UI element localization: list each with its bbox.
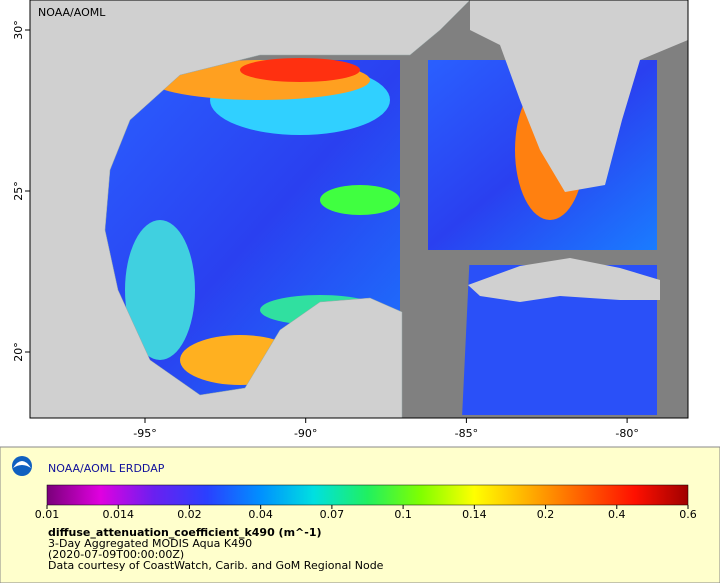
swath-gap	[428, 250, 470, 418]
lat-axis: 30° 25° 20°	[12, 20, 30, 362]
map: NOAA/AOML	[29, 0, 689, 419]
colorbar-label: 0.014	[102, 508, 134, 521]
legend-panel	[0, 446, 720, 584]
colorbar-label: 0.07	[320, 508, 345, 521]
description: 3-Day Aggregated MODIS Aqua K490	[48, 537, 252, 550]
lat-label: 30°	[12, 20, 25, 40]
green-patch	[320, 185, 400, 215]
land	[29, 0, 471, 419]
colorbar-label: 0.1	[394, 508, 412, 521]
colorbar-label: 0.01	[35, 508, 60, 521]
map-frame	[29, 0, 689, 419]
colorbar	[46, 484, 689, 506]
date: (2020-07-09T00:00:00Z)	[48, 548, 184, 561]
swath-gap	[400, 0, 428, 418]
variable: diffuse_attenuation_coefficient_k490 (m^…	[48, 526, 322, 539]
swath-gap	[657, 0, 688, 418]
lon-label: -85°	[455, 427, 478, 440]
lon-label: -80°	[615, 427, 638, 440]
lat-label: 25°	[12, 181, 25, 201]
colorbar-label: 0.6	[679, 508, 697, 521]
colorbar-label: 0.14	[462, 508, 487, 521]
legend-title: NOAA/AOML ERDDAP	[48, 462, 165, 475]
colorbar-ticks: 0.01 0.014 0.02 0.04 0.07 0.1 0.14 0.2 0.4 0.6	[35, 505, 697, 521]
colorbar-label: 0.2	[537, 508, 555, 521]
colorbar-label: 0.04	[248, 508, 273, 521]
source: Data courtesy of CoastWatch, Carib. and …	[48, 559, 384, 572]
coastal-peak	[240, 58, 360, 82]
west-shelf	[125, 220, 195, 360]
lon-label: -90°	[294, 427, 317, 440]
logo-gull	[13, 461, 31, 468]
colorbar-label: 0.02	[177, 508, 202, 521]
lon-axis: -95° -90° -85° -80°	[133, 418, 639, 440]
lat-label: 20°	[12, 342, 25, 362]
florida	[470, 0, 688, 192]
lon-label: -95°	[133, 427, 156, 440]
cuba	[468, 258, 660, 302]
credit: NOAA/AOML	[38, 6, 106, 19]
colorbar-label: 0.4	[608, 508, 626, 521]
logo	[12, 456, 32, 476]
